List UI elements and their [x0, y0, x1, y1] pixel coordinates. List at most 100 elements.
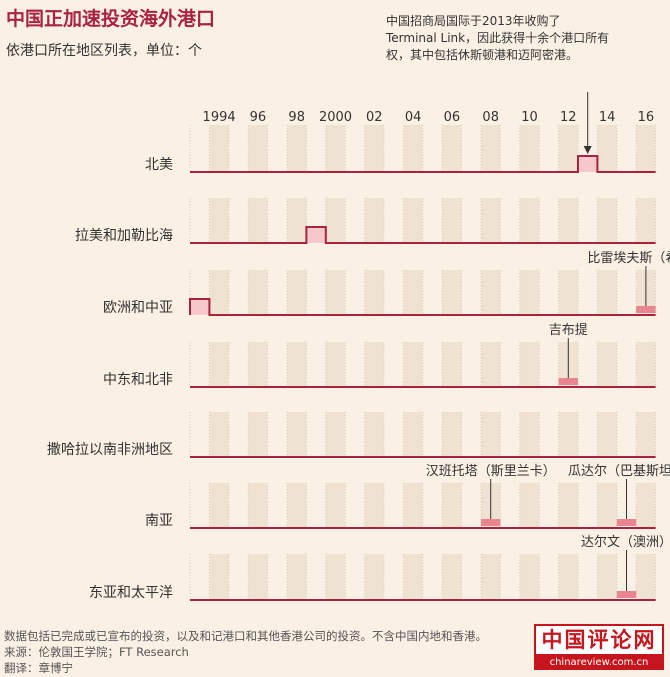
- grid-column: [403, 270, 423, 315]
- grid-column: [597, 270, 617, 315]
- x-tick-label: 02: [366, 110, 383, 125]
- series-label: 东亚和太平洋: [89, 585, 173, 601]
- grid-column: [442, 412, 462, 457]
- grid-column: [519, 412, 540, 457]
- annotation-label: 瓜达尔（巴基斯坦）: [568, 464, 670, 479]
- grid-column: [597, 125, 617, 172]
- x-tick-label: 1994: [203, 110, 236, 125]
- x-tick-label: 98: [288, 110, 305, 125]
- grid-column: [325, 554, 346, 600]
- grid-column: [325, 270, 346, 315]
- grid-column: [248, 554, 268, 600]
- watermark-bottom: chinareview.com.cn: [534, 656, 664, 670]
- x-tick-label: 12: [560, 110, 577, 125]
- grid-column: [558, 198, 578, 243]
- grid-column: [597, 342, 617, 387]
- series-line: [189, 298, 656, 316]
- series-line: [190, 155, 656, 173]
- grid-column: [209, 483, 229, 528]
- grid-column: [442, 125, 462, 172]
- grid-column: [481, 342, 501, 387]
- grid-column: [558, 412, 578, 457]
- grid-column: [364, 198, 384, 243]
- grid-column: [248, 342, 268, 387]
- series-label: 拉美和加勒比海: [75, 228, 173, 244]
- grid-column: [519, 270, 540, 315]
- grid-column: [325, 198, 346, 243]
- footer: 数据包括已完成或已宣布的投资，以及和记港口和其他香港公司的投资。不含中国内地和香…: [4, 628, 544, 676]
- x-tick-label: 96: [250, 110, 267, 125]
- main-annotation-arrowhead: [583, 146, 592, 154]
- grid-column: [519, 342, 540, 387]
- grid-column: [597, 412, 617, 457]
- grid-column: [287, 412, 307, 457]
- grid-column: [442, 270, 462, 315]
- grid-column: [287, 554, 307, 600]
- grid-column: [403, 198, 423, 243]
- grid-column: [325, 342, 346, 387]
- grid-column: [597, 483, 617, 528]
- grid-column: [209, 198, 229, 243]
- x-tick-label: 08: [482, 110, 499, 125]
- grid-column: [558, 125, 578, 172]
- grid-column: [481, 554, 501, 600]
- series-line: [190, 226, 656, 244]
- grid-column: [287, 198, 307, 243]
- annotation-highlight: [481, 519, 501, 526]
- grid-column: [209, 125, 229, 172]
- grid-column: [287, 125, 307, 172]
- grid-column: [325, 125, 346, 172]
- grid-column: [287, 483, 307, 528]
- watermark-top: 中国评论网: [534, 624, 664, 656]
- series-label: 南亚: [145, 513, 173, 529]
- grid-column: [248, 483, 268, 528]
- grid-column: [364, 342, 384, 387]
- annotation-terminal-link: 中国招商局国际于2013年收购了Terminal Link，因此获得十余个港口所…: [386, 14, 610, 62]
- chart-title: 中国正加速投资海外港口: [6, 8, 216, 30]
- grid-column: [364, 554, 384, 600]
- grid-column: [442, 554, 462, 600]
- grid-column: [248, 198, 268, 243]
- grid-column: [287, 270, 307, 315]
- grid-column: [597, 198, 617, 243]
- x-tick-label: 16: [638, 110, 655, 125]
- grid-column: [519, 125, 540, 172]
- grid-column: [364, 412, 384, 457]
- grid-column: [442, 483, 462, 528]
- footer-translator: 翻译：章博宁: [4, 661, 73, 675]
- grid-column: [325, 412, 346, 457]
- annotation-label: 吉布提: [549, 322, 588, 338]
- grid-column: [364, 125, 384, 172]
- series-label: 欧洲和中亚: [103, 300, 173, 316]
- series-label: 北美: [145, 157, 173, 173]
- footer-source: 来源：伦敦国王学院；FT Research: [4, 645, 189, 659]
- x-tick-label: 06: [444, 110, 461, 125]
- grid-column: [519, 554, 540, 600]
- grid-column: [442, 342, 462, 387]
- grid-column: [209, 554, 229, 600]
- grid-column: [403, 342, 423, 387]
- grid-column: [403, 483, 423, 528]
- grid-column: [287, 342, 307, 387]
- grid-column: [519, 483, 540, 528]
- grid-column: [403, 125, 423, 172]
- grid-column: [403, 554, 423, 600]
- x-tick-label: 14: [599, 110, 616, 125]
- grid-column: [481, 198, 501, 243]
- grid-column: [364, 483, 384, 528]
- annotation-label: 比雷埃夫斯（希腊）: [587, 251, 670, 266]
- grid-column: [481, 270, 501, 315]
- grid-column: [209, 270, 229, 315]
- grid-column: [248, 412, 268, 457]
- annotation-highlight: [558, 378, 578, 385]
- grid-column: [636, 198, 656, 243]
- annotation-label: 达尔文（澳洲）: [581, 534, 670, 550]
- grid-column: [558, 270, 578, 315]
- grid-column: [636, 554, 656, 600]
- series-label: 撒哈拉以南非洲地区: [47, 442, 173, 458]
- grid-column: [403, 412, 423, 457]
- grid-column: [481, 125, 501, 172]
- x-tick-label: 10: [521, 110, 538, 125]
- grid-column: [636, 412, 656, 457]
